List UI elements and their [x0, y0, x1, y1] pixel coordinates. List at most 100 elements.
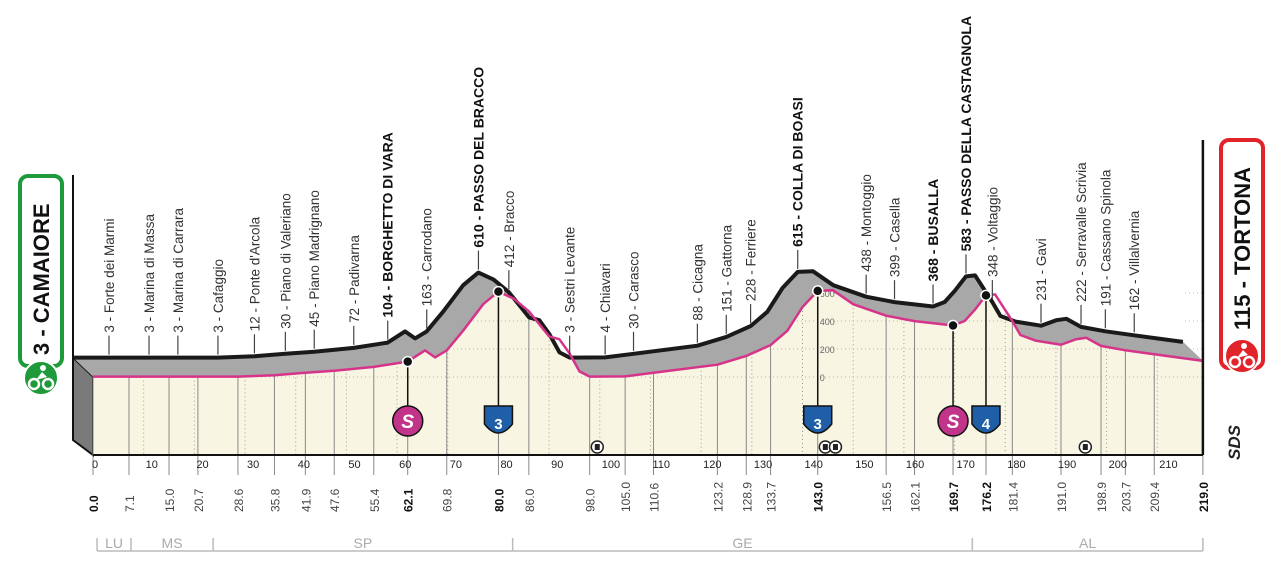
km-tick-label: 160: [906, 459, 924, 471]
km-tick-label: 210: [1159, 459, 1177, 471]
profile-front-line: [93, 288, 1204, 378]
waypoint-label: 72 - Padivarna: [347, 235, 362, 323]
km-tick-label: 70: [450, 459, 462, 471]
tunnel-icon-inner: [822, 444, 828, 450]
km-tick-label: 90: [551, 459, 563, 471]
waypoint-km-label: 69.8: [441, 488, 455, 512]
waypoint-km-label: 55.4: [368, 488, 382, 512]
waypoint-label: 88 - Cicagna: [690, 244, 705, 321]
tunnel-icon-inner: [594, 444, 600, 450]
waypoint-km-label: 15.0: [163, 488, 177, 512]
waypoint-km-label: 198.9: [1095, 482, 1109, 512]
km-tick-label: 110: [652, 459, 670, 471]
waypoint-km-label: 123.2: [711, 482, 725, 512]
waypoint-label: 30 - Piano di Valeriano: [278, 193, 293, 329]
kom-category-label: 4: [982, 416, 991, 433]
sprint-icon-label: S: [401, 412, 414, 433]
waypoint-label: 4 - Chiavari: [598, 263, 613, 332]
waypoint-km-label: 0.0: [87, 495, 101, 512]
profile-top-line: [73, 269, 1184, 360]
finish-badge: 115 - TORTONA: [1219, 138, 1265, 374]
elevation-tick-label: 400: [820, 317, 835, 327]
waypoint-km-label: 98.0: [584, 488, 598, 512]
waypoint-label: 228 - Ferriere: [744, 219, 759, 301]
waypoint-label: 12 - Ponte d'Arcola: [247, 216, 262, 331]
km-tick-label: 190: [1058, 459, 1076, 471]
waypoint-label: 399 - Casella: [888, 197, 903, 277]
waypoint-km-label: 62.1: [402, 488, 416, 512]
sky-mask: [73, 40, 1183, 358]
province-label: SP: [354, 535, 373, 551]
sponsor-logo: SDS: [1225, 424, 1244, 460]
km-tick-label: 150: [855, 459, 873, 471]
waypoint-km-label: 162.1: [909, 482, 923, 512]
profile-group: 0 200 400 600: [72, 40, 1205, 475]
km-tick-label: 20: [196, 459, 208, 471]
waypoint-label: 610 - PASSO DEL BRACCO: [470, 67, 486, 248]
waypoint-label: 45 - Piano Madrignano: [307, 190, 322, 327]
waypoint-label: 438 - Montoggio: [859, 174, 874, 272]
profile-side-face-overlay: [73, 271, 1203, 377]
kom-dot: [811, 285, 824, 297]
waypoint-label: 151 - Gattorna: [719, 224, 734, 312]
cyclist-icon: [23, 360, 59, 396]
waypoint-km-label: 110.6: [648, 483, 662, 512]
km-axis: 0 10 20 30 40 50 60 70 80 90 100 110 120 130 140 150 160…: [87, 459, 1211, 512]
tunnel-icon-inner: [832, 444, 838, 450]
km-tick-label: 180: [1007, 459, 1025, 471]
province-bar: LU MS SP GE AL: [96, 535, 1204, 552]
km-tick-label: 100: [602, 459, 620, 471]
km-tick-label: 130: [754, 459, 772, 471]
sprint-icon-label: S: [947, 412, 960, 433]
km-tick-label: 140: [805, 459, 823, 471]
race-markers: S S 3 3 4: [391, 285, 1093, 454]
waypoint-label: 3 - Sestri Levante: [563, 227, 578, 333]
waypoint-km-label: 128.9: [740, 482, 754, 512]
km-tick-label: 0: [92, 459, 98, 471]
km-tick-label: 120: [703, 459, 721, 471]
kom-dot: [980, 289, 992, 302]
km-tick-label: 30: [247, 459, 259, 471]
waypoint-label: 583 - PASSO DELLA CASTAGNOLA: [958, 16, 974, 251]
waypoint-km-label: 191.0: [1055, 482, 1069, 512]
kom-category-label: 3: [814, 416, 822, 433]
waypoint-km-label: 47.6: [328, 488, 342, 512]
km-tick-label: 10: [146, 459, 158, 471]
waypoint-label: 412 - Bracco: [502, 191, 517, 268]
province-label: GE: [732, 535, 752, 551]
waypoint-km-label: 203.7: [1119, 482, 1133, 512]
waypoint-label: 191 - Cassano Spinola: [1098, 169, 1113, 306]
province-label: LU: [105, 535, 123, 551]
kom-shield-icon: [483, 405, 514, 434]
waypoint-label: 3 - Marina di Carrara: [171, 208, 186, 333]
province-label: MS: [162, 535, 183, 551]
waypoint-km-label: 219.0: [1197, 482, 1211, 512]
sprint-icon: [391, 405, 424, 437]
km-tick-label: 200: [1109, 459, 1127, 471]
waypoint-km-label: 86.0: [523, 488, 537, 512]
waypoint-label: 615 - COLLA DI BOASI: [790, 97, 806, 247]
km-tick-label: 50: [348, 459, 360, 471]
waypoint-label: 30 - Carasco: [627, 252, 642, 329]
waypoint-km-label: 176.2: [980, 482, 994, 512]
km-tick-label: 80: [500, 459, 512, 471]
waypoint-label: 104 - BORGHETTO DI VARA: [380, 132, 396, 317]
province-label: AL: [1079, 535, 1096, 551]
km-tick-label: 60: [399, 459, 411, 471]
kom-dot: [492, 285, 505, 298]
waypoint-label: 162 - Villalvernia: [1127, 210, 1142, 310]
waypoint-km-label: 41.9: [299, 488, 313, 512]
elevation-tick-label: 600: [820, 289, 835, 299]
waypoint-label: 368 - BUSALLA: [925, 179, 941, 282]
waypoint-labels: 3 - Forte dei Marmi 3 - Marina di Massa 3 …: [102, 16, 1142, 355]
waypoint-km-label: 20.7: [192, 488, 206, 512]
waypoint-label: 163 - Carrodano: [420, 208, 435, 306]
start-badge: 3 - CAMAIORE: [18, 174, 64, 396]
waypoint-km-label: 209.4: [1148, 482, 1162, 512]
finish-label: 115 - TORTONA: [1230, 167, 1255, 330]
start-label: 3 - CAMAIORE: [29, 203, 54, 355]
waypoint-km-label: 143.0: [812, 482, 826, 512]
kom-shield-icon: [971, 405, 1001, 434]
waypoint-label: 222 - Serravalle Scrivia: [1074, 162, 1089, 302]
